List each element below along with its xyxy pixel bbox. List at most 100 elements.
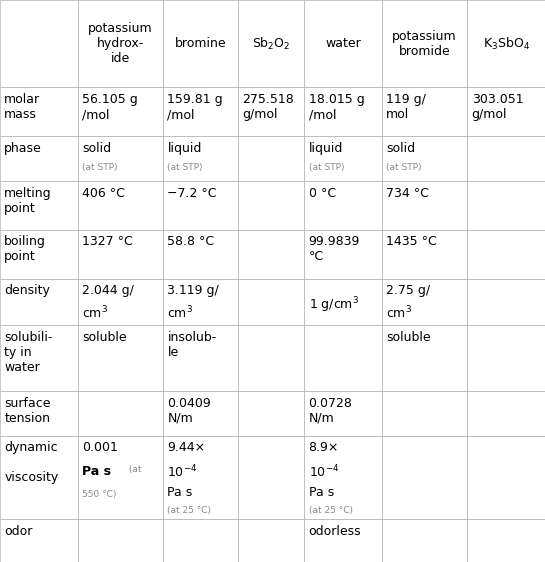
Bar bbox=[382, 88, 467, 136]
Bar bbox=[163, 181, 238, 230]
Text: liquid: liquid bbox=[167, 142, 202, 155]
Bar bbox=[382, 436, 467, 519]
Text: (at 25 °C): (at 25 °C) bbox=[167, 506, 211, 515]
Text: (at STP): (at STP) bbox=[386, 164, 422, 173]
Text: solid: solid bbox=[386, 142, 415, 155]
Text: melting
point: melting point bbox=[4, 187, 52, 215]
Bar bbox=[163, 230, 238, 279]
Bar bbox=[304, 519, 382, 562]
Bar bbox=[238, 136, 304, 181]
Bar bbox=[78, 325, 163, 391]
Text: phase: phase bbox=[4, 142, 42, 155]
Bar bbox=[467, 391, 545, 436]
Text: potassium
bromide: potassium bromide bbox=[392, 30, 457, 58]
Bar bbox=[0, 325, 78, 391]
Text: 10$^{-4}$: 10$^{-4}$ bbox=[308, 464, 339, 481]
Text: Pa s: Pa s bbox=[82, 465, 111, 478]
Bar bbox=[163, 325, 238, 391]
Bar bbox=[304, 88, 382, 136]
Bar bbox=[382, 325, 467, 391]
Text: 99.9839
°C: 99.9839 °C bbox=[308, 235, 360, 264]
Text: solubili-
ty in
water: solubili- ty in water bbox=[4, 331, 53, 374]
Bar bbox=[467, 181, 545, 230]
Text: soluble: soluble bbox=[82, 331, 127, 344]
Text: Pa s: Pa s bbox=[308, 486, 334, 499]
Bar bbox=[467, 436, 545, 519]
Bar bbox=[467, 0, 545, 88]
Text: 18.015 g
/mol: 18.015 g /mol bbox=[308, 93, 364, 121]
Text: 119 g/
mol: 119 g/ mol bbox=[386, 93, 426, 121]
Text: 0.001: 0.001 bbox=[82, 442, 118, 455]
Text: 550 °C): 550 °C) bbox=[82, 490, 117, 498]
Text: molar
mass: molar mass bbox=[4, 93, 40, 121]
Bar bbox=[0, 0, 78, 88]
Bar bbox=[238, 230, 304, 279]
Text: surface
tension: surface tension bbox=[4, 397, 51, 424]
Text: 1327 °C: 1327 °C bbox=[82, 235, 133, 248]
Bar bbox=[163, 136, 238, 181]
Text: 0 °C: 0 °C bbox=[308, 187, 336, 200]
Bar bbox=[0, 181, 78, 230]
Bar bbox=[78, 0, 163, 88]
Bar bbox=[382, 181, 467, 230]
Bar bbox=[238, 325, 304, 391]
Text: 0.0728
N/m: 0.0728 N/m bbox=[308, 397, 353, 424]
Text: cm$^3$: cm$^3$ bbox=[82, 305, 108, 322]
Text: 58.8 °C: 58.8 °C bbox=[167, 235, 215, 248]
Text: insolub-
le: insolub- le bbox=[167, 331, 217, 359]
Text: odorless: odorless bbox=[308, 524, 361, 537]
Bar bbox=[163, 279, 238, 325]
Bar bbox=[78, 230, 163, 279]
Bar bbox=[238, 391, 304, 436]
Bar bbox=[304, 391, 382, 436]
Text: Pa s: Pa s bbox=[167, 486, 192, 499]
Bar bbox=[163, 0, 238, 88]
Bar bbox=[0, 391, 78, 436]
Text: soluble: soluble bbox=[386, 331, 431, 344]
Text: (at STP): (at STP) bbox=[82, 164, 118, 173]
Bar bbox=[304, 0, 382, 88]
Text: bromine: bromine bbox=[175, 37, 226, 50]
Bar bbox=[238, 0, 304, 88]
Bar bbox=[467, 519, 545, 562]
Bar bbox=[163, 391, 238, 436]
Bar bbox=[304, 279, 382, 325]
Bar bbox=[78, 181, 163, 230]
Text: (at STP): (at STP) bbox=[308, 164, 344, 173]
Text: 275.518
g/mol: 275.518 g/mol bbox=[243, 93, 294, 121]
Text: dynamic

viscosity: dynamic viscosity bbox=[4, 442, 59, 484]
Bar bbox=[238, 181, 304, 230]
Text: 1 g/cm$^3$: 1 g/cm$^3$ bbox=[308, 296, 359, 315]
Bar bbox=[467, 136, 545, 181]
Bar bbox=[163, 88, 238, 136]
Text: cm$^3$: cm$^3$ bbox=[386, 305, 413, 322]
Text: 56.105 g
/mol: 56.105 g /mol bbox=[82, 93, 138, 121]
Text: 734 °C: 734 °C bbox=[386, 187, 429, 200]
Text: 3.119 g/: 3.119 g/ bbox=[167, 284, 219, 297]
Bar bbox=[467, 230, 545, 279]
Bar bbox=[78, 136, 163, 181]
Bar bbox=[78, 519, 163, 562]
Text: 406 °C: 406 °C bbox=[82, 187, 125, 200]
Text: 8.9×: 8.9× bbox=[308, 442, 339, 455]
Bar bbox=[304, 230, 382, 279]
Text: 0.0409
N/m: 0.0409 N/m bbox=[167, 397, 211, 424]
Text: 9.44×: 9.44× bbox=[167, 442, 205, 455]
Bar bbox=[0, 436, 78, 519]
Bar bbox=[382, 279, 467, 325]
Text: solid: solid bbox=[82, 142, 111, 155]
Text: potassium
hydrox-
ide: potassium hydrox- ide bbox=[88, 22, 153, 65]
Text: 303.051
g/mol: 303.051 g/mol bbox=[471, 93, 523, 121]
Bar bbox=[0, 279, 78, 325]
Text: 1435 °C: 1435 °C bbox=[386, 235, 437, 248]
Text: 2.75 g/: 2.75 g/ bbox=[386, 284, 431, 297]
Text: cm$^3$: cm$^3$ bbox=[167, 305, 193, 322]
Bar bbox=[382, 519, 467, 562]
Text: K$_3$SbO$_4$: K$_3$SbO$_4$ bbox=[482, 35, 530, 52]
Bar bbox=[238, 519, 304, 562]
Text: 2.044 g/: 2.044 g/ bbox=[82, 284, 134, 297]
Bar bbox=[0, 519, 78, 562]
Bar bbox=[304, 325, 382, 391]
Text: odor: odor bbox=[4, 524, 33, 537]
Bar bbox=[78, 391, 163, 436]
